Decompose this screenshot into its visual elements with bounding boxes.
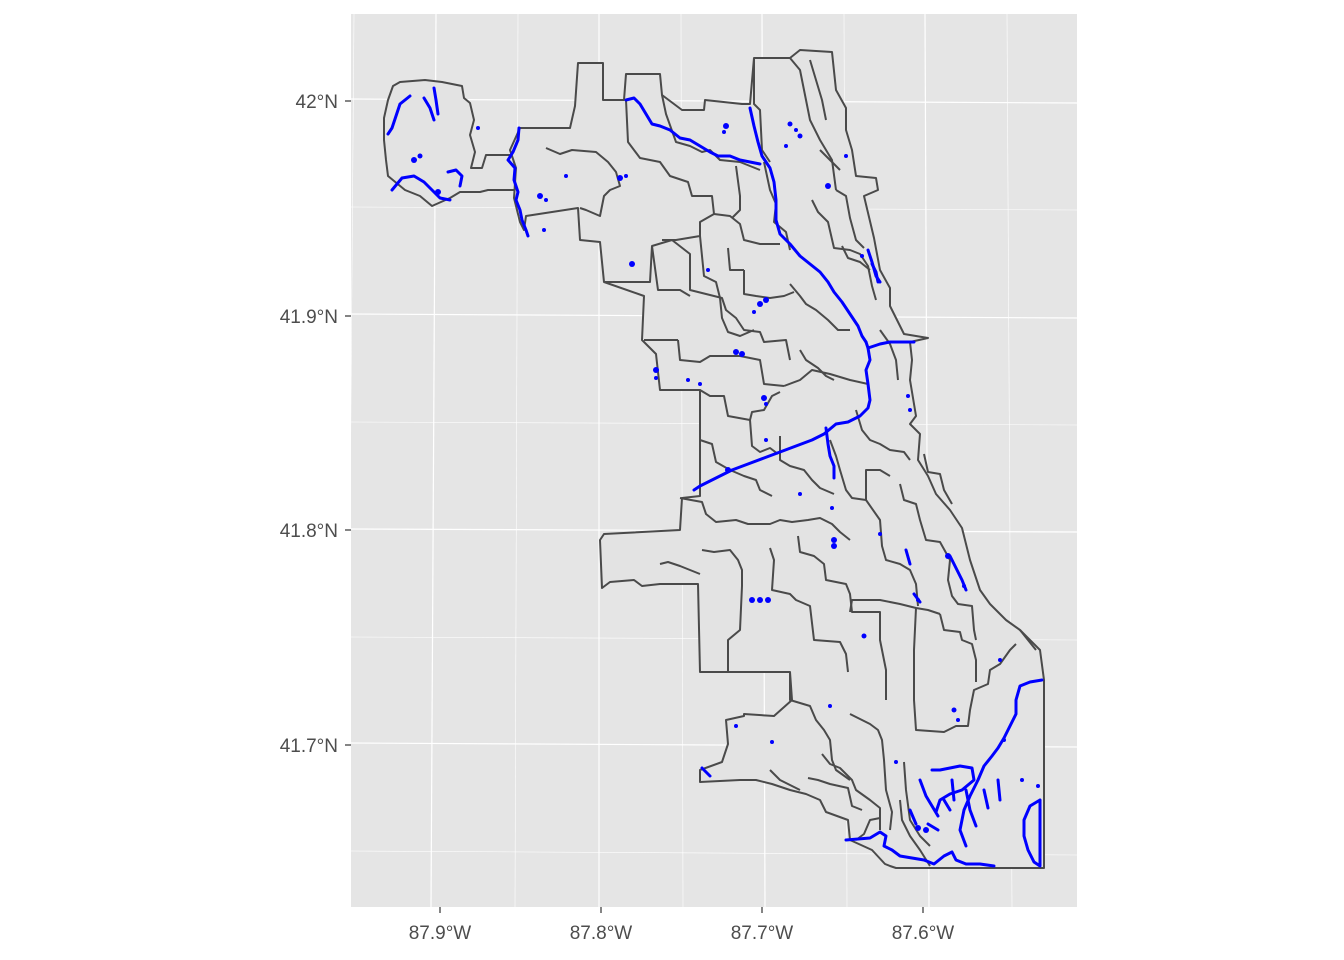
north-shore-channel xyxy=(748,106,868,344)
x-tick-label: 87.6°W xyxy=(892,923,955,944)
south-branch-river xyxy=(692,346,872,492)
ohare-drain-2 xyxy=(422,96,436,122)
ohare-creek-north xyxy=(386,94,412,136)
y-axis: 42°N 41.9°N 41.8°N 41.7°N xyxy=(280,92,338,757)
x-tick-label: 87.8°W xyxy=(570,923,633,944)
north-branch-river xyxy=(624,96,762,166)
y-tick-label: 42°N xyxy=(296,92,338,113)
calumet-slips xyxy=(908,764,1002,832)
y-tick-label: 41.9°N xyxy=(280,307,338,328)
little-calumet xyxy=(700,766,712,778)
lakefront-north-pond xyxy=(870,262,880,284)
ohare-drain xyxy=(432,86,440,116)
waterways xyxy=(386,86,1044,868)
y-tick-label: 41.7°N xyxy=(280,736,338,757)
district-internal-lines xyxy=(545,57,1037,867)
axis-ticks xyxy=(345,100,924,913)
district-boundaries xyxy=(383,49,1045,869)
calumet-river-north xyxy=(958,678,1044,848)
calumet-river xyxy=(844,830,996,868)
des-plaines-river xyxy=(506,126,530,238)
lake-calumet xyxy=(1022,798,1042,868)
x-tick-label: 87.7°W xyxy=(731,923,794,944)
ohare-pond xyxy=(446,168,464,188)
district-city-outline xyxy=(509,49,1045,869)
x-axis: 87.9°W 87.8°W 87.7°W 87.6°W xyxy=(409,923,955,944)
ohare-creek xyxy=(390,174,452,202)
bubbly-creek xyxy=(824,426,836,480)
grid-minor-lon xyxy=(346,13,355,908)
x-tick-label: 87.9°W xyxy=(409,923,472,944)
ponds xyxy=(411,121,1040,833)
y-tick-label: 41.8°N xyxy=(280,521,338,542)
